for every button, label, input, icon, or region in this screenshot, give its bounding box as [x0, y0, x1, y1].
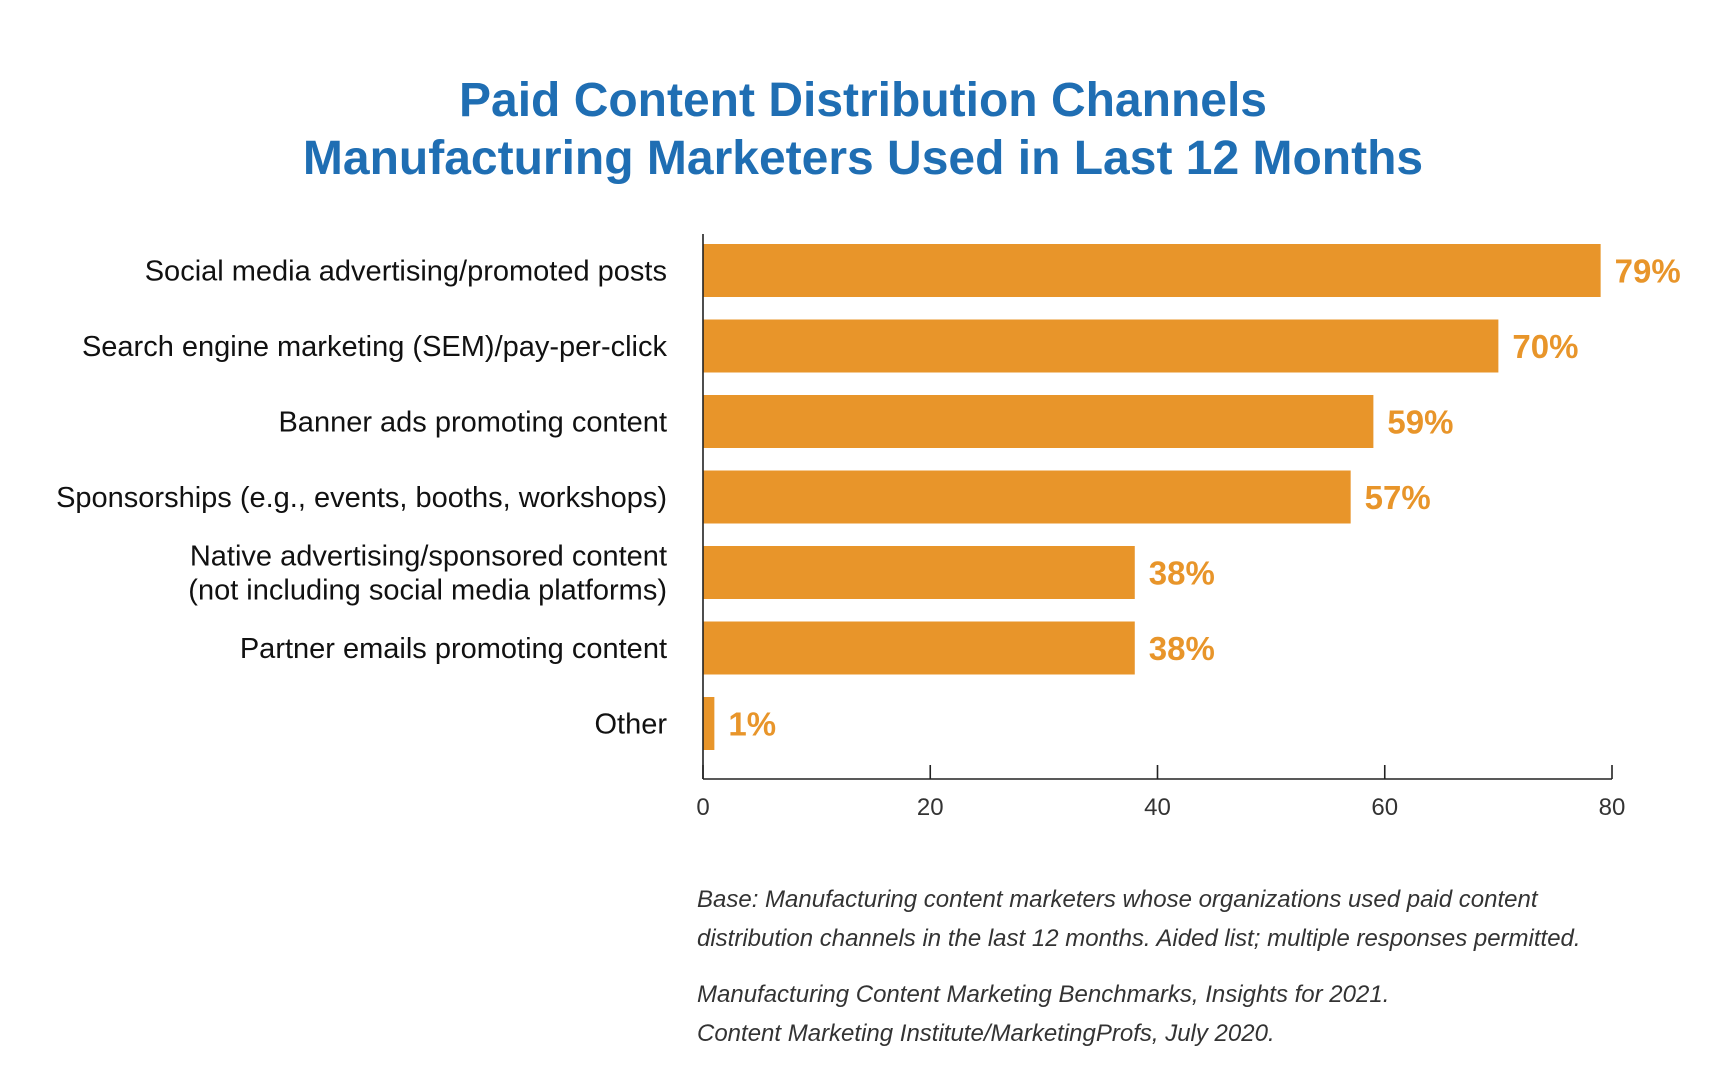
- value-label-2: 70%: [1512, 328, 1578, 365]
- category-label-2: Search engine marketing (SEM)/pay-per-cl…: [82, 331, 668, 363]
- bars-group: [703, 244, 1601, 750]
- category-label-1: Social media advertising/promoted posts: [145, 256, 667, 288]
- bar-6: [703, 621, 1135, 675]
- category-label-4: Sponsorships (e.g., events, booths, work…: [56, 482, 667, 514]
- source-note: Manufacturing Content Marketing Benchmar…: [697, 975, 1677, 1053]
- x-tick-label-0: 0: [696, 794, 709, 821]
- bar-5: [703, 546, 1135, 599]
- x-tick-label-40: 40: [1144, 794, 1171, 821]
- base-note-line-1: Base: Manufacturing content marketers wh…: [697, 886, 1538, 913]
- bar-7: [703, 697, 715, 750]
- value-label-6: 38%: [1149, 630, 1215, 667]
- value-labels: 79% 70% 59% 57% 38% 38% 1%: [728, 253, 1680, 743]
- value-label-1: 79%: [1615, 253, 1681, 290]
- x-tick-label-20: 20: [917, 794, 944, 821]
- value-label-4: 57%: [1365, 479, 1431, 516]
- bar-4: [703, 470, 1351, 524]
- source-note-line-1: Manufacturing Content Marketing Benchmar…: [697, 981, 1390, 1008]
- source-note-line-2: Content Marketing Institute/MarketingPro…: [697, 1020, 1275, 1047]
- value-label-7: 1%: [728, 706, 776, 743]
- bar-2: [703, 319, 1499, 373]
- category-label-7: Other: [594, 709, 667, 741]
- category-label-6: Partner emails promoting content: [240, 633, 667, 665]
- category-label-5-line-2: (not including social media platforms): [188, 575, 667, 607]
- category-labels: Social media advertising/promoted posts S…: [56, 256, 667, 741]
- x-tick-label-60: 60: [1371, 794, 1398, 821]
- base-note-line-2: distribution channels in the last 12 mon…: [697, 925, 1581, 952]
- x-tick-label-80: 80: [1599, 794, 1626, 821]
- bar-1: [703, 244, 1601, 297]
- bar-3: [703, 395, 1374, 448]
- chart-title-line-2: Manufacturing Marketers Used in Last 12 …: [302, 132, 1424, 185]
- chart-title-line-1: Paid Content Distribution Channels: [458, 74, 1267, 127]
- category-label-5-line-1: Native advertising/sponsored content: [190, 541, 667, 573]
- chart-title: Paid Content Distribution Channels Manuf…: [0, 72, 1726, 188]
- base-note: Base: Manufacturing content marketers wh…: [697, 880, 1677, 958]
- bar-chart: Social media advertising/promoted posts S…: [56, 234, 1681, 821]
- x-axis: 0 20 40 60 80: [696, 234, 1625, 821]
- value-label-5: 38%: [1149, 555, 1215, 592]
- value-label-3: 59%: [1387, 404, 1453, 441]
- category-label-3: Banner ads promoting content: [278, 407, 667, 439]
